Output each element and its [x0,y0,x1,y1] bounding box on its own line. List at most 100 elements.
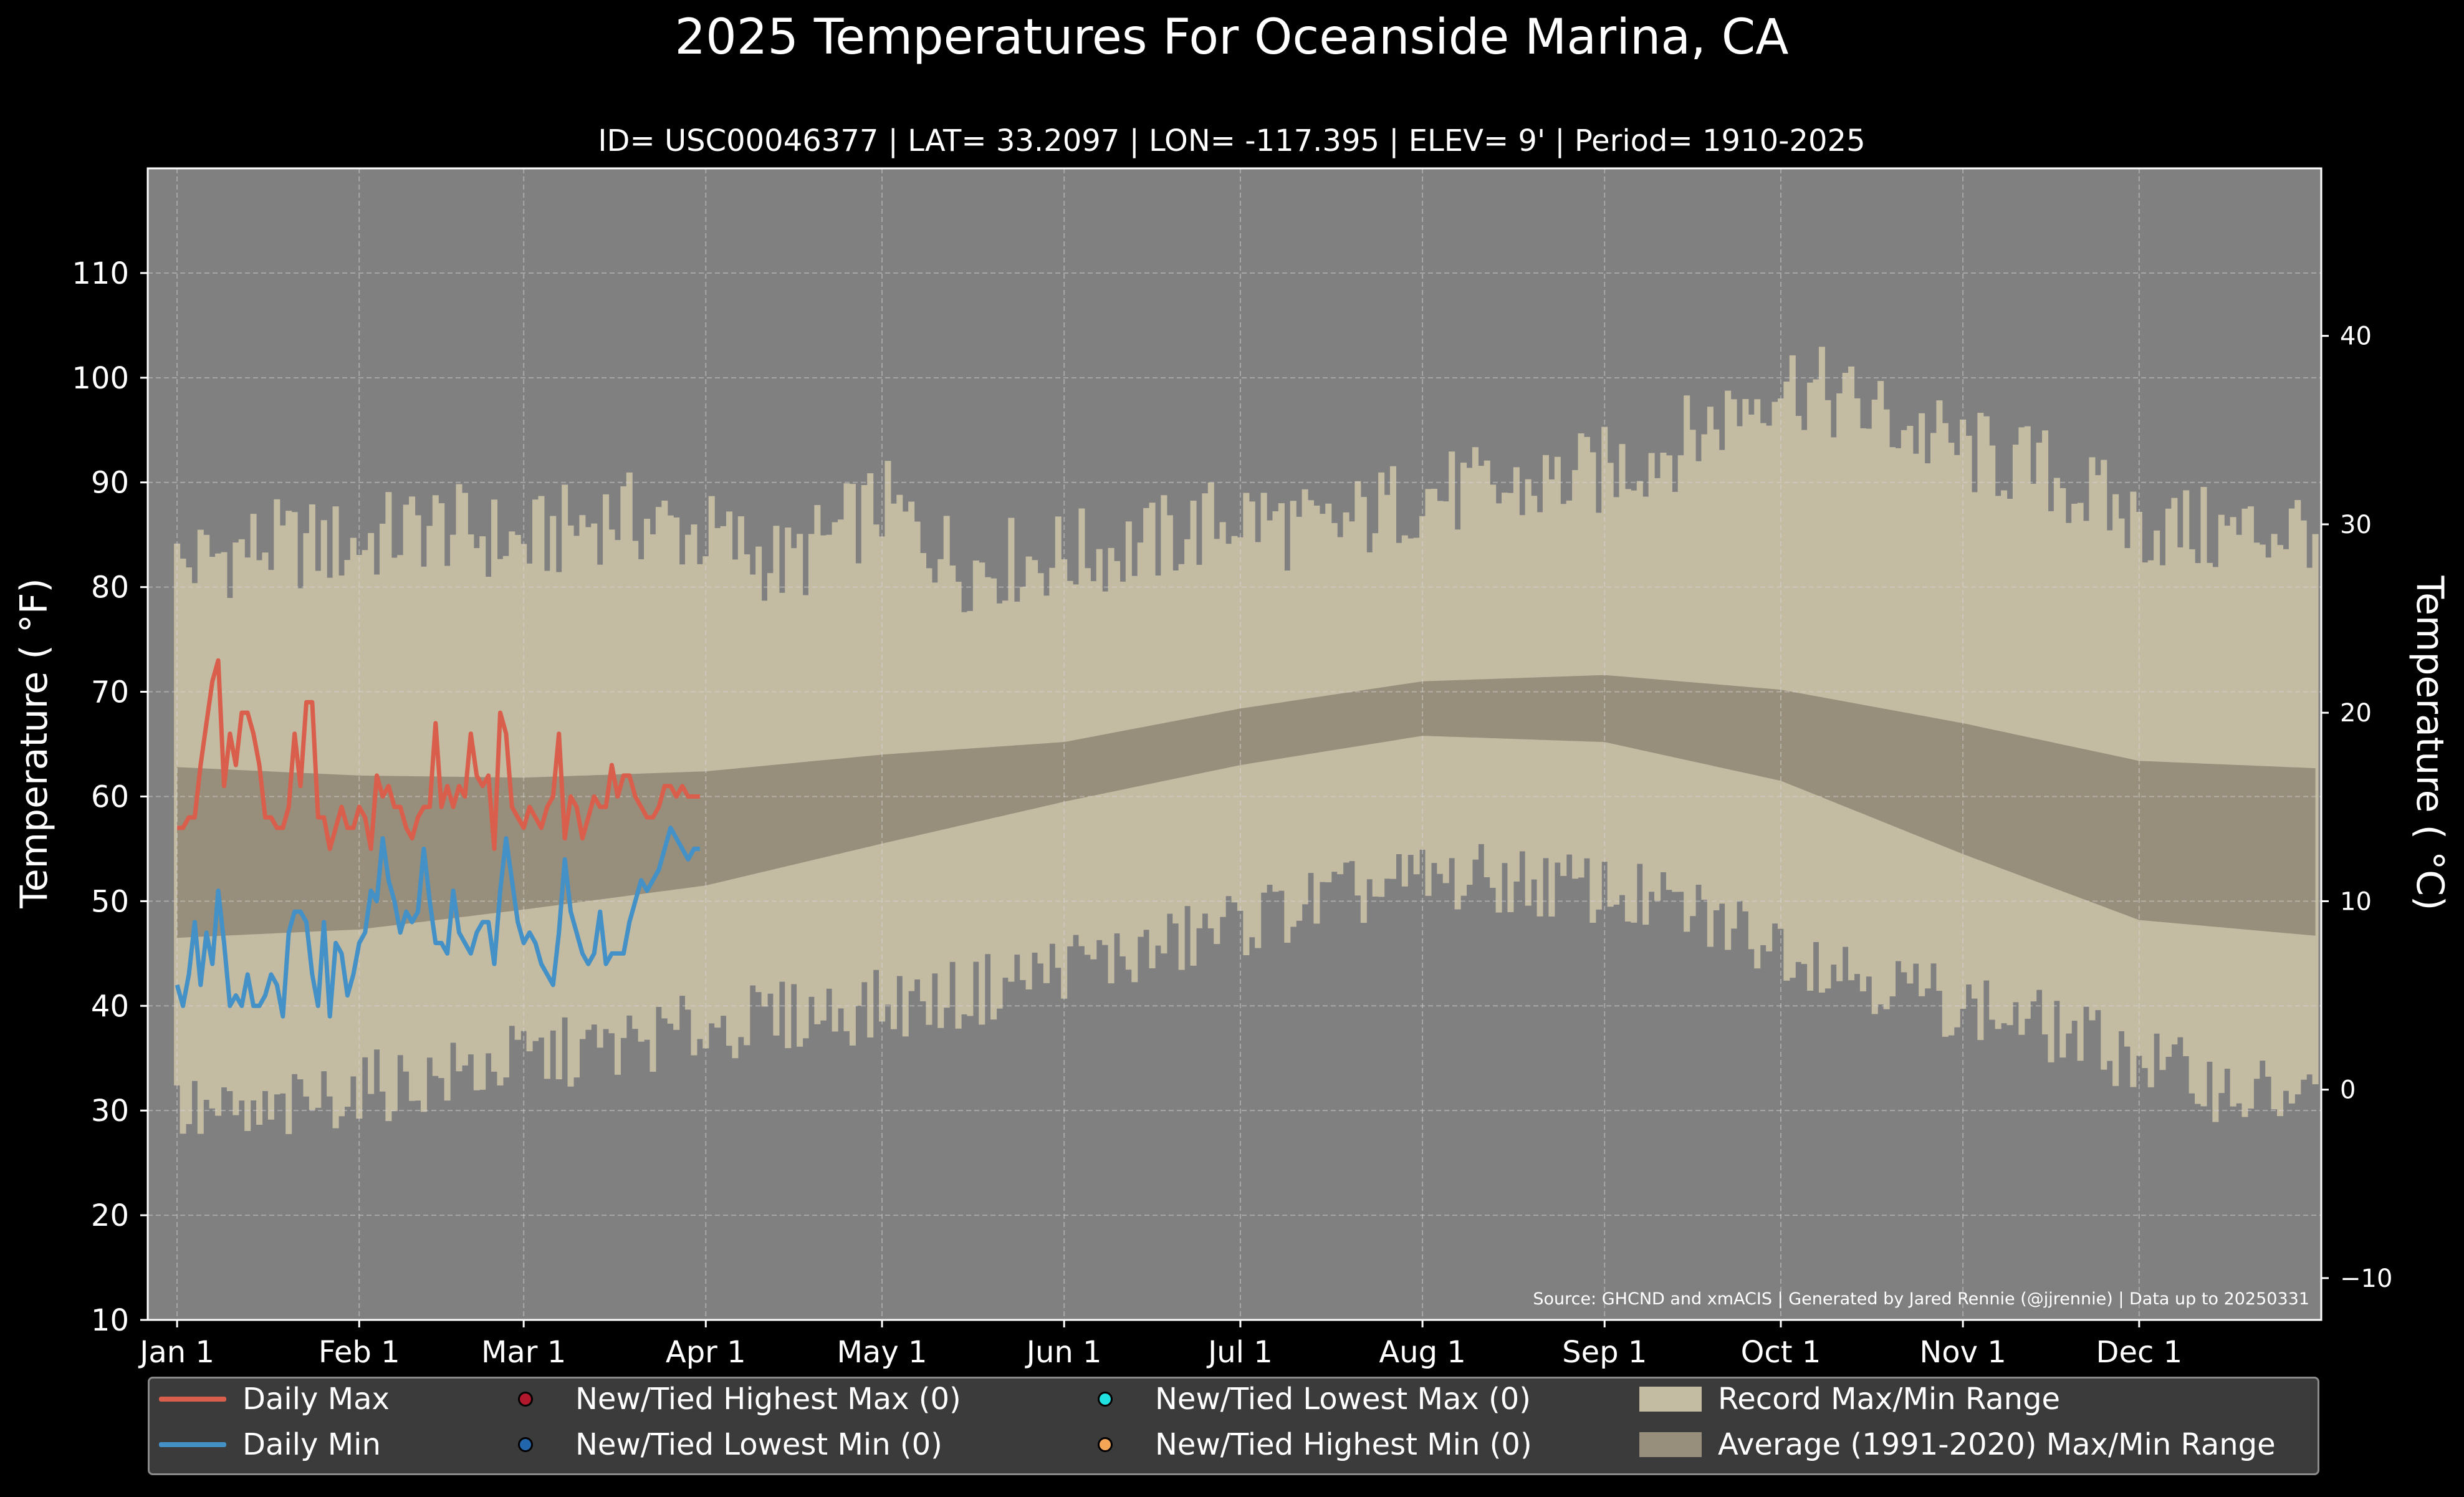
record-bar [1818,347,1825,993]
legend-item-lowest-max: New/Tied Lowest Max (0) [1071,1382,1531,1417]
record-bar [1267,520,1273,885]
record-bar [1789,355,1796,978]
record-bar [1877,381,1884,1004]
legend-item-highest-min: New/Tied Highest Min (0) [1071,1427,1532,1462]
record-bar [1601,426,1608,862]
y2-tick-label: 40 [2340,322,2372,351]
grid-lines [148,168,2321,1321]
record-bar [1207,482,1214,928]
record-bar [1854,398,1861,975]
y-tick-label: 20 [91,1198,129,1233]
plot-frame [146,167,2323,1321]
record-bar [1572,469,1579,879]
record-bar [1449,451,1455,859]
record-bar [667,515,674,1024]
record-bar [1648,453,1655,892]
record-bar [1260,493,1267,893]
y2-tick-label: 30 [2340,511,2372,539]
x-tick-label: Sep 1 [1562,1335,1647,1370]
record-bar [2042,430,2049,1035]
record-bar [661,500,668,1019]
record-bar [1554,456,1561,863]
record-bar [1689,430,1696,917]
x-tick-label: Aug 1 [1379,1335,1466,1370]
legend-item-record-range: Record Max/Min Range [1639,1382,2060,1417]
record-bar [1965,435,1972,984]
record-bar [1912,453,1919,964]
record-bar [1343,512,1349,863]
y-tick-label: 80 [91,570,129,605]
record-bar [1936,400,1943,991]
record-bar [1078,508,1085,946]
record-bar [2018,427,2025,1035]
record-bar [2053,478,2060,1001]
chart-title: 2025 Temperatures For Oceanside Marina, … [674,9,1788,65]
record-bar [1478,466,1485,844]
record-bar [708,496,715,1024]
record-bar [884,461,891,1005]
record-bar [1930,433,1937,964]
record-bar [1636,481,1643,864]
record-bar [1783,381,1790,981]
record-bar [1677,455,1684,892]
record-bar [2094,475,2101,1011]
record-bar [1719,450,1725,904]
x-tick-label: Apr 1 [666,1335,746,1370]
record-bar [2036,442,2043,990]
record-bar [620,486,627,1038]
record-bar [1660,453,1667,872]
legend: Daily Max Daily Min New/Tied Highest Max… [148,1377,2319,1475]
y-tick-label: 10 [91,1303,129,1338]
record-bar [1836,393,1843,981]
y2-tick-label: 0 [2340,1076,2356,1105]
record-bar [1871,399,1878,1014]
record-bar [1695,461,1702,885]
record-bar [1302,489,1308,905]
record-bar [1389,466,1396,879]
x-tick-label: Oct 1 [1741,1335,1821,1370]
x-tick-label: Feb 1 [319,1335,400,1370]
legend-label: Daily Max [242,1382,390,1417]
x-tick-label: Jul 1 [1206,1335,1273,1370]
record-bar [1771,402,1778,924]
record-bar [843,483,850,1031]
record-bar [1583,436,1590,859]
record-bar [1431,488,1437,864]
record-bar [1748,414,1755,950]
record-bar [1777,398,1784,929]
record-bar [1502,493,1508,864]
legend-item-normal-range: Average (1991-2020) Max/Min Range [1639,1427,2276,1462]
record-bar [1983,416,1990,981]
legend-label: New/Tied Lowest Max (0) [1155,1382,1531,1417]
y-tick-label: 60 [91,779,129,814]
record-bar [2024,426,2031,1019]
legend-label: Average (1991-2020) Max/Min Range [1718,1427,2276,1462]
record-bar [1466,468,1473,885]
lowest-min-dot-icon [518,1437,533,1452]
record-bar [1472,447,1479,860]
record-bar [1907,426,1914,984]
record-bar [1684,395,1690,932]
record-bar [1960,419,1967,1009]
record-bar [1484,460,1490,878]
record-bar [1166,515,1173,914]
x-tick-label: Dec 1 [2096,1335,2183,1370]
record-bar [1513,467,1520,882]
daily-min-line [175,826,700,1019]
record-bar [1713,429,1720,910]
legend-label: New/Tied Highest Min (0) [1155,1427,1532,1462]
record-bar [1842,373,1849,947]
record-bar [1895,448,1902,961]
y-tick-label: 100 [72,361,129,396]
record-bar [1666,455,1672,890]
record-bar [908,501,915,991]
lowest-max-dot-icon [1098,1392,1113,1407]
y-tick-label: 70 [91,675,129,710]
x-tick-label: Jan 1 [138,1335,214,1370]
record-bar [1848,366,1855,981]
y-tick-label: 40 [91,989,129,1024]
record-bar [1354,481,1361,896]
record-bar [655,507,662,1007]
